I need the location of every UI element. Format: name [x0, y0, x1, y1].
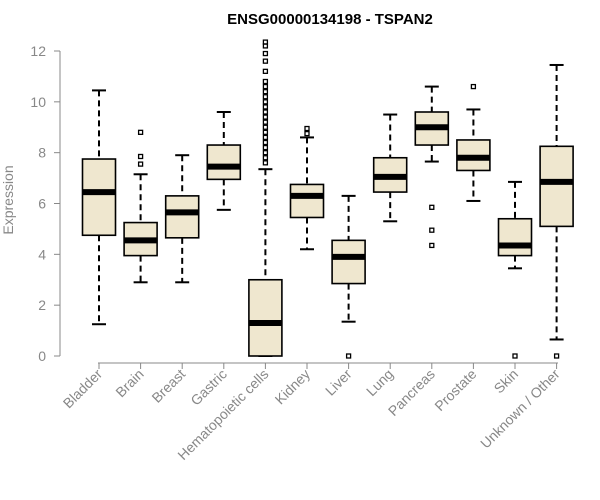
iqr-box [81, 158, 117, 237]
outlier-point [262, 109, 269, 115]
outlier-point [262, 83, 269, 90]
y-tick-label: 8 [38, 145, 46, 161]
chart-title: ENSG00000134198 - TSPAN2 [227, 11, 433, 28]
iqr-box [206, 144, 242, 181]
iqr-box [289, 183, 325, 219]
outlier-point [429, 204, 435, 210]
box-brain [123, 129, 158, 284]
x-tick-label: Bladder [60, 366, 106, 412]
outlier-point [262, 160, 269, 166]
y-tick-label: 6 [38, 196, 46, 212]
outlier-point [262, 104, 269, 110]
outlier-point [262, 144, 269, 151]
x-tick-label: Liver [322, 366, 355, 399]
y-axis-title: Expression [0, 165, 16, 234]
box-kidney [289, 125, 325, 251]
box-liver [331, 194, 366, 359]
x-tick-label: Unknown / Other [477, 366, 563, 452]
iqr-box [248, 278, 283, 357]
x-tick-label: Skin [491, 366, 522, 397]
outlier-point [137, 129, 144, 135]
y-tick-label: 12 [30, 43, 46, 59]
outlier-point [470, 83, 477, 90]
outlier-point [262, 94, 269, 100]
outlier-point [262, 150, 269, 156]
outlier-point [262, 134, 269, 141]
y-tick-label: 0 [38, 348, 46, 364]
outlier-point [553, 353, 560, 359]
outlier-point [262, 89, 269, 95]
iqr-box [164, 195, 200, 239]
x-tick-label: Prostate [431, 366, 479, 414]
outlier-point [262, 58, 269, 64]
box-series [81, 39, 574, 359]
y-tick-label: 4 [38, 246, 46, 262]
y-tick-label: 10 [30, 94, 46, 110]
outlier-point [304, 125, 310, 132]
outlier-point [262, 68, 269, 74]
x-tick-label: Breast [148, 366, 188, 406]
outlier-point [262, 155, 269, 161]
iqr-box [539, 145, 574, 228]
outlier-point [262, 139, 269, 146]
box-lung [372, 113, 408, 223]
iqr-box [331, 239, 366, 285]
outlier-point [137, 153, 144, 160]
box-bladder [81, 89, 117, 326]
outlier-point [262, 129, 269, 135]
outlier-point [429, 227, 435, 233]
box-prostate [456, 83, 491, 202]
outlier-point [429, 242, 435, 249]
outlier-point [262, 50, 269, 57]
box-pancreas [414, 85, 450, 249]
x-tick-label: Lung [363, 366, 396, 399]
box-gastric [206, 111, 242, 211]
outlier-point [262, 124, 269, 130]
y-tick-label: 2 [38, 297, 46, 313]
outlier-point [512, 353, 518, 359]
outlier-point [262, 39, 269, 45]
outlier-point [262, 119, 269, 125]
box-breast [164, 154, 200, 284]
y-ticks: 0 2 4 6 8 10 12 [30, 43, 60, 364]
box-skin [497, 180, 533, 359]
outlier-point [345, 353, 352, 359]
x-tick-label: Kidney [272, 366, 314, 408]
outlier-point [262, 99, 269, 105]
outlier-point [137, 161, 144, 167]
outlier-point [262, 78, 269, 85]
outlier-point [304, 130, 310, 137]
box-unknown-other [539, 63, 574, 359]
box-hematopoietic-cells [248, 39, 283, 357]
outlier-point [262, 114, 269, 120]
x-tick-label: Brain [112, 366, 146, 400]
iqr-box [497, 217, 533, 257]
